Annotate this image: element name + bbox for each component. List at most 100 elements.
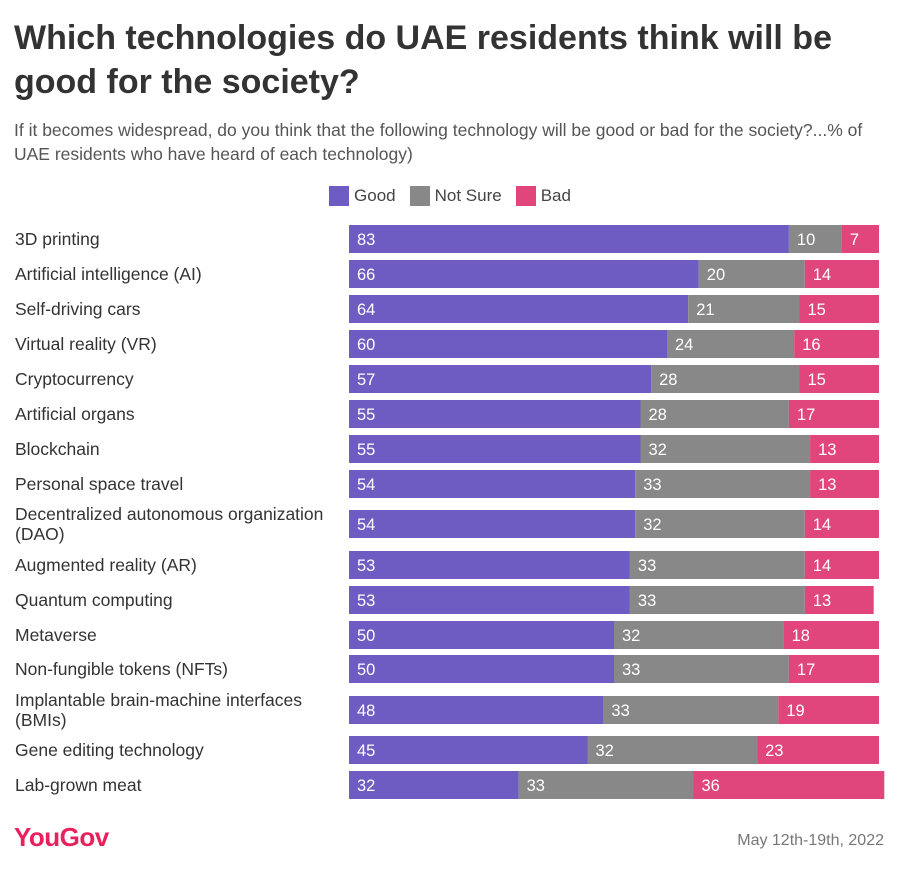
data-label-not-sure: 28	[659, 371, 677, 389]
data-label-bad: 14	[813, 266, 831, 284]
data-label-good: 54	[357, 516, 375, 534]
bar-segment-good	[349, 736, 588, 764]
data-label-not-sure: 32	[649, 441, 667, 459]
bar-segment-good	[349, 655, 614, 683]
chart-title: Which technologies do UAE residents thin…	[14, 19, 832, 101]
fieldwork-date: May 12th-19th, 2022	[737, 832, 884, 849]
bar-segment-good	[349, 510, 636, 538]
data-label-bad: 13	[818, 476, 836, 494]
bar-segment-good	[349, 771, 519, 799]
legend-item-not-sure: Not Sure	[409, 186, 502, 206]
bar-segment-good	[349, 330, 667, 358]
data-label-bad: 13	[813, 592, 831, 610]
category-label: Virtual reality (VR)	[15, 334, 157, 354]
category-label: Personal space travel	[15, 474, 183, 494]
data-label-not-sure: 28	[649, 406, 667, 424]
bar-segment-not-sure	[603, 696, 779, 724]
bar-segment-bad	[799, 365, 879, 393]
bar-segment-bad	[794, 330, 879, 358]
data-label-good: 55	[357, 441, 375, 459]
category-label: Blockchain	[15, 439, 100, 459]
category-label: Self-driving cars	[15, 299, 141, 319]
bar-segment-not-sure	[698, 260, 805, 288]
bar-segment-good	[349, 470, 636, 498]
data-label-not-sure: 33	[527, 777, 545, 795]
data-label-good: 45	[357, 742, 375, 760]
bar-segment-not-sure	[629, 551, 805, 579]
data-label-good: 53	[357, 592, 375, 610]
data-label-good: 32	[357, 777, 375, 795]
data-label-good: 57	[357, 371, 375, 389]
data-label-good: 53	[357, 557, 375, 575]
bar-segment-bad	[804, 551, 879, 579]
bar-segment-not-sure	[587, 736, 758, 764]
category-label: Lab-grown meat	[15, 775, 142, 795]
data-label-not-sure: 32	[622, 627, 640, 645]
bar-segment-bad	[757, 736, 879, 764]
data-label-good: 64	[357, 301, 375, 319]
data-label-good: 50	[357, 661, 375, 679]
data-label-good: 48	[357, 702, 375, 720]
data-label-good: 60	[357, 336, 375, 354]
data-label-not-sure: 24	[675, 336, 693, 354]
data-label-bad: 14	[813, 516, 831, 534]
bar-segment-bad	[804, 510, 879, 538]
bar-segment-not-sure	[629, 586, 805, 614]
bar-segment-not-sure	[635, 470, 811, 498]
legend-item-good: Good	[329, 186, 396, 206]
data-label-not-sure: 33	[622, 661, 640, 679]
bar-segment-bad	[810, 470, 879, 498]
data-label-good: 83	[357, 231, 375, 249]
bar-segment-bad	[841, 225, 879, 253]
legend-label-bad: Bad	[540, 186, 571, 205]
bar-segment-not-sure	[651, 365, 800, 393]
category-label: Non-fungible tokens (NFTs)	[15, 659, 228, 679]
bar-segment-good	[349, 586, 630, 614]
legend-swatch-good	[329, 186, 350, 206]
bar-segment-good	[349, 435, 641, 463]
category-label: Metaverse	[15, 625, 97, 645]
legend-item-bad: Bad	[515, 186, 571, 206]
legend: Good Not Sure Bad	[0, 186, 900, 206]
bar-segment-bad	[804, 260, 879, 288]
category-label: Artificial organs	[15, 404, 135, 424]
data-label-bad: 15	[808, 301, 826, 319]
data-label-not-sure: 10	[797, 231, 815, 249]
data-label-bad: 18	[792, 627, 810, 645]
bar-segment-good	[349, 696, 604, 724]
data-label-bad: 23	[765, 742, 783, 760]
data-label-good: 50	[357, 627, 375, 645]
bar-segment-not-sure	[688, 295, 800, 323]
bar-segment-good	[349, 621, 614, 649]
legend-label-not-sure: Not Sure	[434, 186, 502, 205]
bar-segment-not-sure	[635, 510, 805, 538]
data-label-not-sure: 33	[638, 557, 656, 575]
data-label-bad: 17	[797, 406, 815, 424]
bar-segment-bad	[788, 655, 879, 683]
bar-segment-bad	[788, 400, 879, 428]
data-label-bad: 16	[802, 336, 820, 354]
bar-segment-bad	[693, 771, 885, 799]
bar-segment-not-sure	[640, 400, 789, 428]
data-label-bad: 36	[702, 777, 720, 795]
legend-swatch-not-sure	[409, 186, 430, 206]
legend-label-good: Good	[354, 186, 396, 205]
bar-segment-good	[349, 400, 641, 428]
bar-segment-good	[349, 365, 652, 393]
category-label: Augmented reality (AR)	[15, 555, 197, 575]
bar-segment-bad	[804, 586, 874, 614]
data-label-bad: 15	[808, 371, 826, 389]
data-label-not-sure: 33	[638, 592, 656, 610]
bar-segment-not-sure	[640, 435, 811, 463]
category-label: Artificial intelligence (AI)	[15, 264, 202, 284]
bar-segment-good	[349, 225, 789, 253]
data-label-not-sure: 21	[696, 301, 714, 319]
data-label-good: 55	[357, 406, 375, 424]
bar-segment-bad	[778, 696, 879, 724]
yougov-logo: YouGov	[14, 822, 109, 852]
bar-segment-good	[349, 260, 699, 288]
data-label-good: 66	[357, 266, 375, 284]
category-label: Implantable brain-machine interfaces (BMI…	[15, 690, 302, 730]
data-label-good: 54	[357, 476, 375, 494]
category-label: 3D printing	[15, 229, 100, 249]
